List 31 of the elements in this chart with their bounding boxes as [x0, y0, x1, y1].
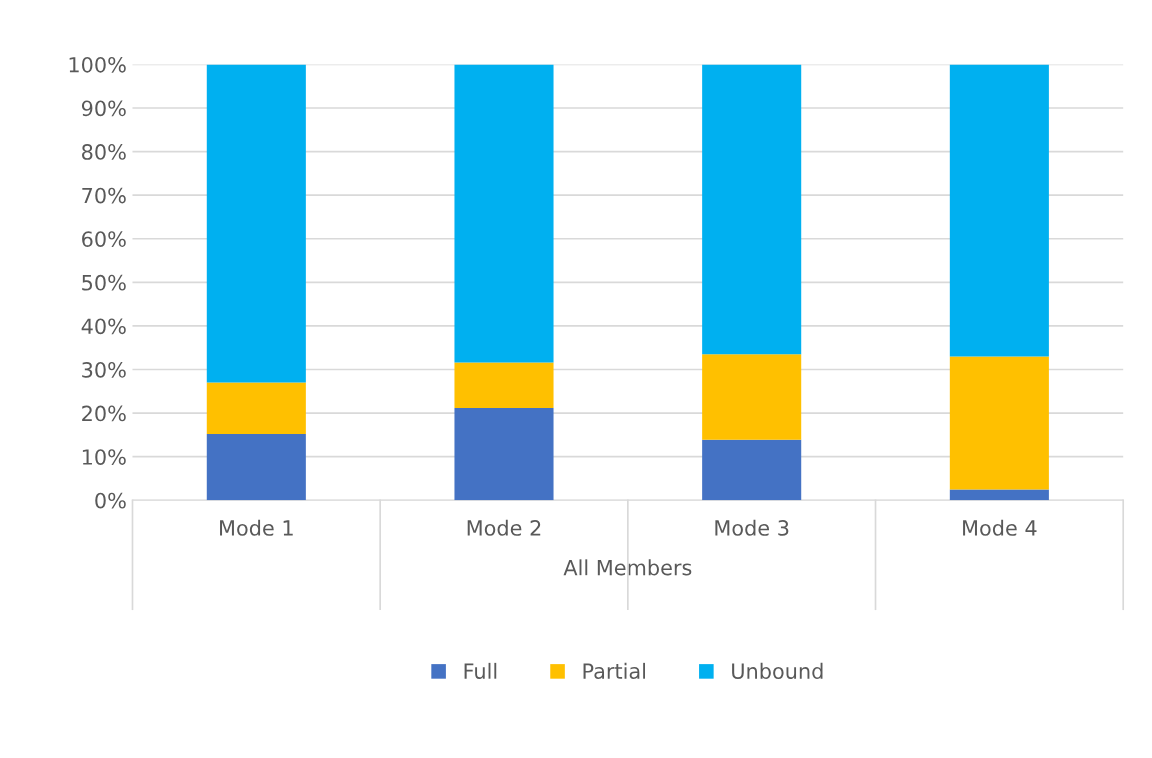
- bar: [949, 489, 1049, 501]
- bar: [206, 434, 306, 501]
- y-tick-label: 70%: [82, 187, 126, 204]
- y-tick-label: 0%: [95, 492, 126, 509]
- x-tick-label: Mode 1: [220, 519, 293, 536]
- y-tick-label: 40%: [81, 318, 126, 335]
- y-tick-label: 20%: [82, 405, 126, 422]
- bar: [702, 354, 802, 440]
- x-tick-label: Mode 3: [715, 519, 789, 536]
- legend-label: Full: [464, 662, 497, 679]
- y-tick-label: 60%: [82, 231, 126, 247]
- bar: [454, 407, 554, 501]
- x-tick-label: Mode 4: [963, 519, 1037, 536]
- legend-label: Partial: [583, 662, 646, 679]
- legend-label: Unbound: [732, 662, 823, 679]
- bar: [949, 356, 1049, 490]
- x-axis-title: All Members: [563, 559, 692, 576]
- y-tick-label: 50%: [82, 274, 126, 291]
- bar: [206, 64, 306, 383]
- y-tick-label: 90%: [81, 100, 126, 117]
- bar: [206, 382, 306, 435]
- bar: [702, 439, 802, 501]
- y-tick-label: 10%: [82, 449, 126, 465]
- y-tick-label: 30%: [82, 361, 126, 378]
- x-tick-label: Mode 2: [467, 519, 541, 536]
- y-tick-label: 80%: [82, 144, 126, 160]
- bar: [454, 64, 554, 363]
- y-tick-label: 100%: [69, 56, 126, 73]
- bar: [702, 64, 802, 355]
- bar: [454, 362, 554, 408]
- bar: [949, 64, 1049, 357]
